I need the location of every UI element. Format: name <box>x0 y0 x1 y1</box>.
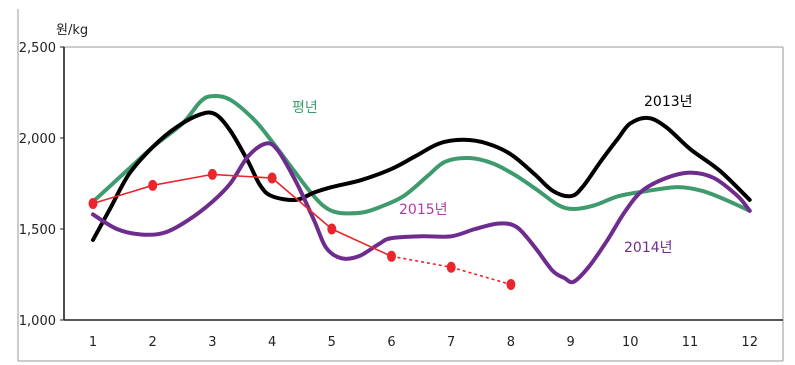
x-tick-label: 12 <box>741 335 758 350</box>
y-tick-label: 1,000 <box>19 314 56 329</box>
data-point-2015 <box>148 179 158 191</box>
x-tick-label: 5 <box>328 335 336 350</box>
series-segment-2015 <box>212 173 273 179</box>
x-tick-label: 1 <box>89 335 97 350</box>
series-label-normal-year: 평년 <box>292 100 318 116</box>
y-tick-labels: 1,000 1,500 2,000 2,500 <box>19 41 64 329</box>
data-point-2015 <box>327 223 337 235</box>
series-label-2014: 2014년 <box>624 240 673 256</box>
series-segment-2015-dashed <box>391 255 452 269</box>
series-segment-2015 <box>331 228 392 258</box>
series-markers <box>88 168 516 291</box>
series-label-2015: 2015년 <box>399 202 448 218</box>
x-tick-label: 11 <box>682 335 699 350</box>
data-point-2015 <box>88 198 98 210</box>
series-segment-2015 <box>152 173 213 187</box>
x-tick-label: 10 <box>622 335 639 350</box>
x-tick-label: 6 <box>387 335 395 350</box>
x-tick-label: 9 <box>566 335 574 350</box>
y-tick-label: 1,500 <box>19 223 56 238</box>
x-tick-labels: 1 2 3 4 5 6 7 8 9 10 11 12 <box>89 335 758 350</box>
y-axis-unit-label: 원/kg <box>56 23 88 38</box>
data-point-2015 <box>506 279 516 291</box>
series-segment-2015 <box>92 184 153 205</box>
x-tick-label: 8 <box>507 335 515 350</box>
series-segment-2015 <box>271 177 333 230</box>
plot-frame <box>17 9 784 362</box>
x-tick-label: 3 <box>208 335 216 350</box>
x-tick-label: 4 <box>268 335 276 350</box>
x-tick-label: 7 <box>447 335 455 350</box>
data-point-2015 <box>267 172 277 184</box>
series-line-2014 <box>91 141 752 285</box>
data-point-2015 <box>446 261 456 273</box>
series-line-normal-year <box>91 93 752 216</box>
series-lines <box>91 93 752 286</box>
series-label-2013: 2013년 <box>644 94 693 110</box>
data-point-2015 <box>387 250 396 262</box>
series-line-2013 <box>91 110 752 242</box>
y-tick-label: 2,000 <box>19 132 56 147</box>
y-tick-label: 2,500 <box>19 41 56 56</box>
x-tick-label: 2 <box>149 335 157 350</box>
series-segment-2015-dashed <box>450 266 512 286</box>
data-point-2015 <box>207 168 217 180</box>
